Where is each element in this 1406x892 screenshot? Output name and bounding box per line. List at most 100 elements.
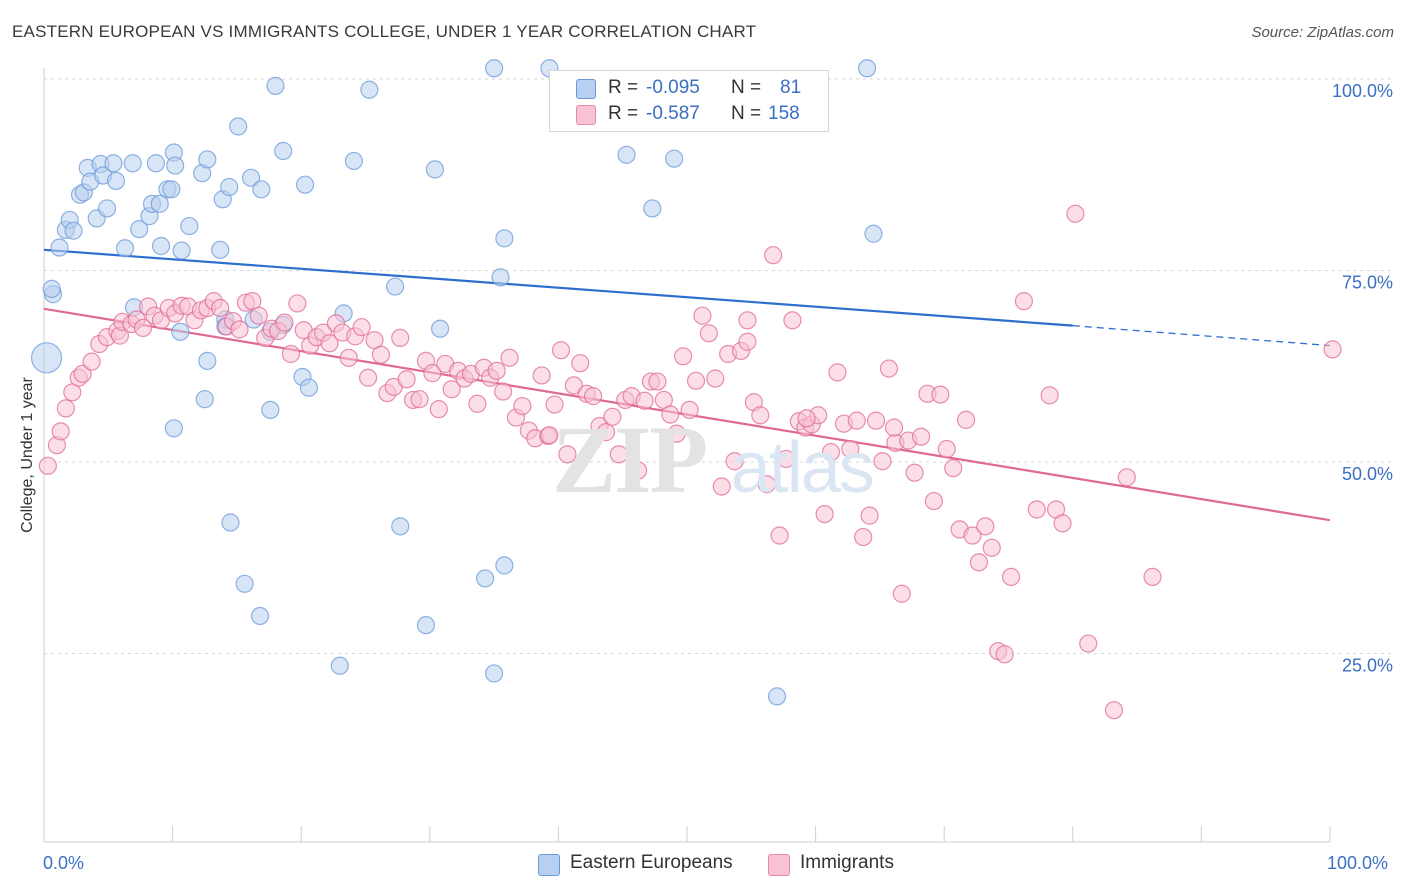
bottom-legend-label: Eastern Europeans bbox=[570, 852, 733, 873]
trend-line-eastern-europeans bbox=[43, 248, 1073, 327]
point-eastern-europeans bbox=[211, 240, 230, 259]
point-immigrants bbox=[532, 366, 551, 385]
point-immigrants bbox=[911, 427, 931, 446]
point-immigrants bbox=[423, 364, 442, 383]
point-immigrants bbox=[558, 445, 577, 464]
point-eastern-europeans bbox=[767, 687, 787, 706]
point-immigrants bbox=[429, 400, 448, 419]
point-eastern-europeans bbox=[495, 556, 514, 575]
point-eastern-europeans bbox=[385, 277, 405, 296]
point-immigrants bbox=[1104, 701, 1124, 720]
point-immigrants bbox=[995, 645, 1014, 664]
point-immigrants bbox=[609, 445, 628, 464]
point-eastern-europeans bbox=[42, 279, 61, 298]
point-immigrants bbox=[603, 407, 622, 426]
chart-title: EASTERN EUROPEAN VS IMMIGRANTS COLLEGE, … bbox=[12, 22, 757, 41]
point-immigrants bbox=[956, 410, 976, 429]
point-immigrants bbox=[1027, 500, 1046, 519]
point-immigrants bbox=[866, 411, 886, 430]
point-immigrants bbox=[339, 348, 358, 367]
point-immigrants bbox=[358, 368, 378, 387]
point-eastern-europeans bbox=[64, 221, 83, 240]
point-eastern-europeans bbox=[146, 154, 165, 173]
point-immigrants bbox=[770, 526, 789, 545]
point-eastern-europeans bbox=[195, 390, 214, 409]
point-eastern-europeans bbox=[295, 175, 315, 194]
point-immigrants bbox=[1040, 386, 1059, 405]
stats-legend: R = -0.095 N = 81 R = -0.587 N = 158 bbox=[549, 70, 829, 132]
point-immigrants bbox=[751, 406, 770, 425]
point-immigrants bbox=[931, 385, 950, 404]
point-immigrants bbox=[976, 517, 995, 536]
point-immigrants bbox=[1001, 567, 1021, 587]
point-eastern-europeans bbox=[491, 268, 510, 287]
point-eastern-europeans bbox=[123, 154, 142, 173]
point-eastern-europeans bbox=[171, 322, 190, 341]
point-immigrants bbox=[82, 352, 101, 371]
point-immigrants bbox=[352, 318, 371, 337]
bottom-legend-swatch-blue bbox=[538, 854, 560, 876]
point-immigrants bbox=[648, 372, 667, 391]
point-eastern-europeans bbox=[30, 342, 63, 374]
point-eastern-europeans bbox=[164, 419, 183, 438]
point-immigrants bbox=[963, 526, 982, 545]
legend-n-value: 158 bbox=[768, 103, 800, 124]
point-immigrants bbox=[1143, 567, 1162, 587]
point-eastern-europeans bbox=[106, 171, 126, 190]
point-immigrants bbox=[854, 527, 873, 547]
point-immigrants bbox=[249, 306, 268, 325]
point-immigrants bbox=[1323, 340, 1342, 359]
point-immigrants bbox=[211, 298, 230, 318]
watermark-zip: ZIP bbox=[552, 406, 708, 513]
point-immigrants bbox=[879, 359, 899, 378]
point-immigrants bbox=[56, 399, 75, 418]
x-tick-label-min: 0.0% bbox=[43, 853, 85, 873]
point-immigrants bbox=[629, 461, 648, 480]
point-immigrants bbox=[487, 361, 506, 380]
point-immigrants bbox=[815, 504, 834, 524]
point-eastern-europeans bbox=[180, 216, 199, 236]
point-eastern-europeans bbox=[261, 400, 280, 420]
point-immigrants bbox=[281, 344, 301, 364]
point-immigrants bbox=[540, 426, 559, 445]
point-eastern-europeans bbox=[162, 180, 181, 199]
x-tick-label-max: 100.0% bbox=[1327, 853, 1389, 873]
point-immigrants bbox=[873, 452, 892, 471]
point-eastern-europeans bbox=[235, 574, 254, 593]
point-immigrants bbox=[821, 442, 841, 462]
point-eastern-europeans bbox=[198, 150, 217, 169]
point-immigrants bbox=[1117, 468, 1136, 487]
point-eastern-europeans bbox=[130, 220, 149, 239]
point-immigrants bbox=[783, 311, 802, 330]
point-immigrants bbox=[661, 405, 680, 424]
y-tick-label: 75.0% bbox=[1342, 273, 1393, 293]
point-eastern-europeans bbox=[104, 154, 123, 173]
point-immigrants bbox=[884, 418, 904, 437]
point-immigrants bbox=[551, 341, 571, 360]
point-immigrants bbox=[410, 390, 429, 409]
point-immigrants bbox=[680, 400, 699, 420]
point-eastern-europeans bbox=[495, 229, 514, 248]
point-immigrants bbox=[371, 345, 391, 364]
point-immigrants bbox=[892, 584, 911, 603]
point-immigrants bbox=[230, 320, 249, 339]
point-immigrants bbox=[797, 409, 816, 428]
point-immigrants bbox=[288, 294, 307, 313]
point-immigrants bbox=[320, 334, 339, 353]
point-eastern-europeans bbox=[344, 151, 364, 171]
point-eastern-europeans bbox=[97, 199, 117, 218]
point-eastern-europeans bbox=[485, 664, 504, 683]
data-points bbox=[30, 59, 1342, 720]
point-eastern-europeans bbox=[330, 656, 349, 675]
point-eastern-europeans bbox=[115, 239, 135, 258]
point-eastern-europeans bbox=[252, 180, 271, 199]
point-immigrants bbox=[982, 538, 1001, 557]
point-eastern-europeans bbox=[221, 513, 240, 532]
point-eastern-europeans bbox=[250, 606, 270, 626]
point-immigrants bbox=[494, 382, 513, 401]
point-immigrants bbox=[776, 449, 796, 469]
point-immigrants bbox=[686, 371, 706, 390]
point-eastern-europeans bbox=[50, 238, 69, 257]
legend-r-label: R = bbox=[608, 77, 639, 98]
